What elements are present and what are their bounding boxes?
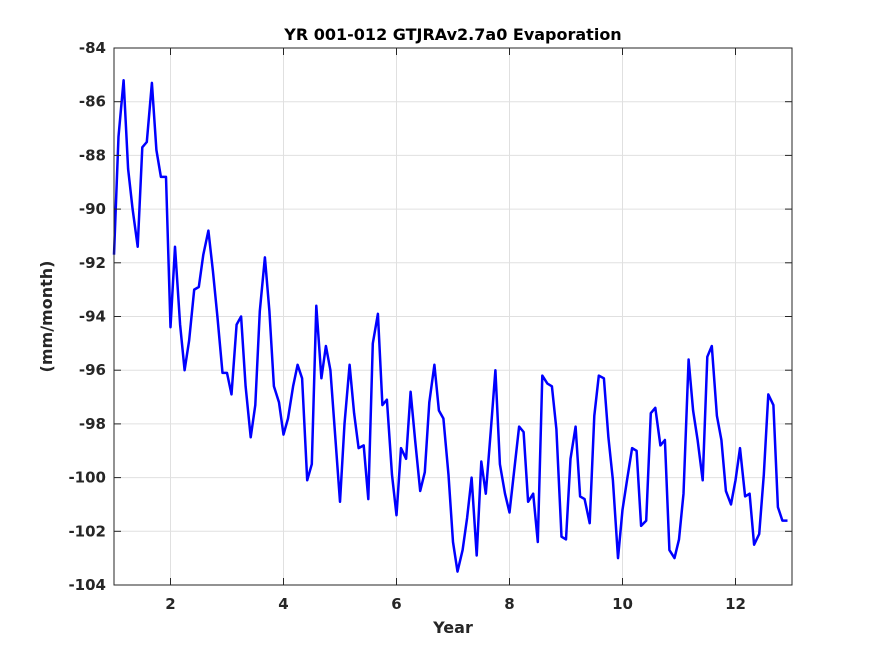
x-tick-label: 2 (165, 595, 175, 613)
y-tick-label: -96 (79, 361, 106, 379)
x-tick-label: 8 (504, 595, 514, 613)
y-axis-label: (mm/month) (37, 261, 56, 373)
y-tick-label: -86 (79, 93, 106, 111)
y-tick-label: -102 (68, 522, 106, 540)
x-axis-label: Year (432, 618, 473, 637)
y-tick-label: -84 (79, 39, 106, 57)
y-tick-label: -92 (79, 254, 106, 272)
x-tick-label: 10 (612, 595, 633, 613)
y-tick-label: -100 (68, 469, 106, 487)
ticks-layer: 2 4 6 8 10 12 -84 -86 -88 -90 -92 -94 -96 -98 -100 -102… (68, 39, 792, 613)
y-tick-label: -98 (79, 415, 106, 433)
x-tick-label: 12 (725, 595, 746, 613)
grid-layer (114, 47, 792, 586)
chart-title: YR 001-012 GTJRAv2.7a0 Evaporation (283, 25, 621, 44)
y-tick-label: -104 (68, 576, 106, 594)
x-tick-label: 4 (278, 595, 288, 613)
y-tick-label: -90 (79, 200, 106, 218)
series-layer (112, 78, 788, 573)
x-tick-label: 6 (391, 595, 401, 613)
evaporation-series-line (112, 78, 788, 573)
y-tick-label: -94 (79, 308, 106, 326)
y-tick-label: -88 (79, 146, 106, 164)
